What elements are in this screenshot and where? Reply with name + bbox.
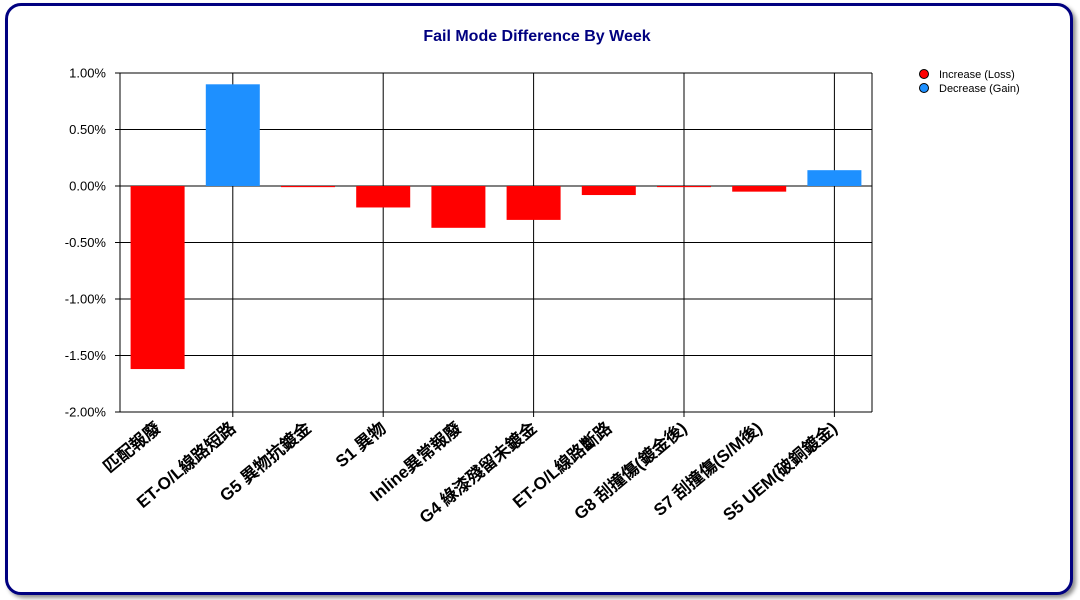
x-tick-label: 匹配報廢 [99,417,165,477]
legend-marker [919,69,929,79]
y-tick-labels: 1.00% 0.50% 0.00% -0.50% -1.00% -1.50% -2.00% [65,66,107,420]
bar [506,186,561,220]
bar [205,84,260,186]
bar [281,186,335,188]
y-tick-label: 0.50% [69,122,106,137]
bar [130,186,185,370]
legend-label: Increase (Loss) [939,69,1015,81]
bar [581,186,636,196]
bar [732,186,787,192]
axes [115,73,873,413]
bar [657,186,711,188]
bars [130,84,862,370]
legend: Increase (Loss) Decrease (Gain) [919,69,1020,95]
y-tick-label: -2.00% [65,405,107,420]
y-tick-label: 1.00% [69,66,106,81]
y-tick-label: -1.50% [65,348,107,363]
chart-title: Fail Mode Difference By Week [423,28,650,45]
y-tick-label: -0.50% [65,235,107,250]
y-tick-label: -1.00% [65,292,107,307]
y-tick-label: 0.00% [69,179,106,194]
bar [431,186,486,228]
x-tick-label: S1 異物 [331,418,389,472]
bar [356,186,411,208]
legend-marker [919,83,929,93]
legend-label: Decrease (Gain) [939,83,1020,95]
bar [807,170,862,186]
